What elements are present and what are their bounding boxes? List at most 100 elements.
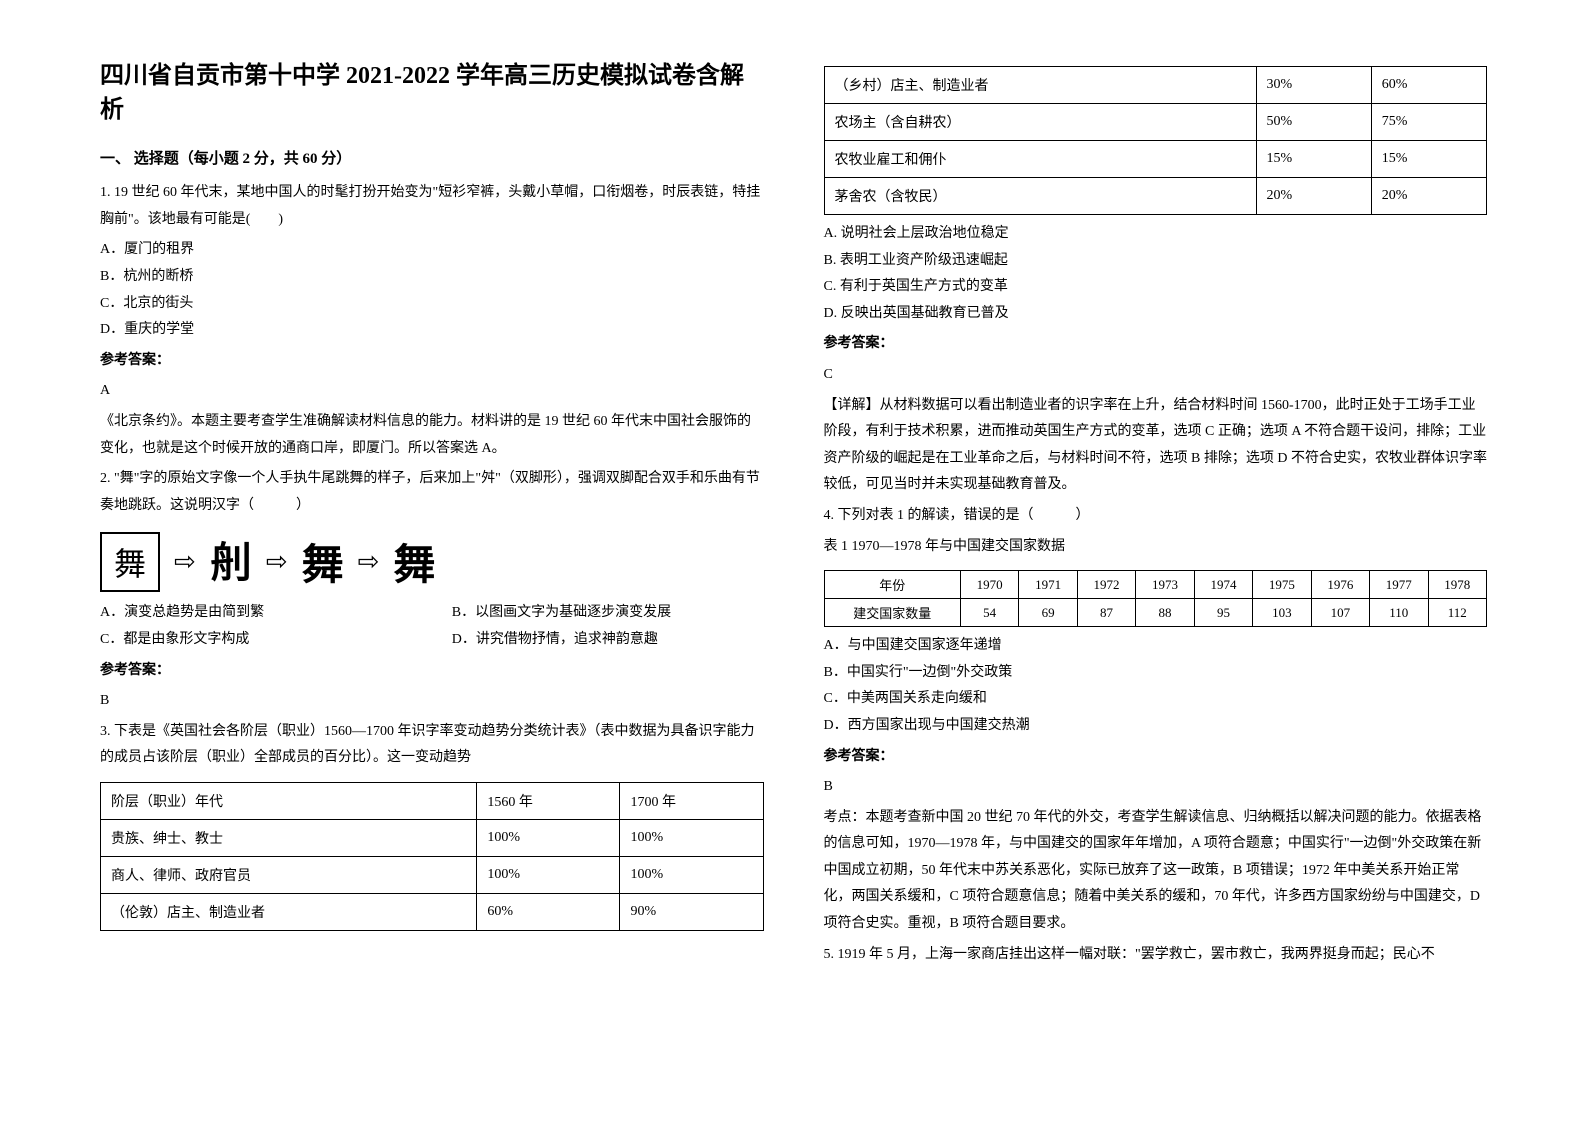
- td: 20%: [1256, 178, 1371, 215]
- table-row: （伦敦）店主、制造业者 60% 90%: [101, 893, 764, 930]
- q4-choice-c: C．中美两国关系走向缓和: [824, 686, 1488, 713]
- td: 100%: [620, 856, 763, 893]
- glyph-evolution-row: 舞 ⇨ 𦨉 ⇨ 舞 ⇨ 舞: [100, 531, 764, 592]
- th: 1976: [1311, 571, 1369, 599]
- q1-explain: 《北京条约》。本题主要考查学生准确解读材料信息的能力。材料讲的是 19 世纪 6…: [100, 409, 764, 462]
- td: 15%: [1371, 141, 1486, 178]
- td: 107: [1311, 599, 1369, 627]
- q1-answer-label: 参考答案：: [100, 348, 764, 375]
- td: 商人、律师、政府官员: [101, 856, 477, 893]
- q3-answer-label: 参考答案：: [824, 331, 1488, 358]
- table-header-row: 年份 1970 1971 1972 1973 1974 1975 1976 19…: [824, 571, 1487, 599]
- th: 1978: [1428, 571, 1486, 599]
- td: 100%: [477, 819, 620, 856]
- q2-choice-b: B．以图画文字为基础逐步演变发展: [452, 600, 764, 627]
- q2-answer: B: [100, 688, 764, 715]
- q1-choice-a: A．厦门的租界: [100, 237, 764, 264]
- td: 60%: [477, 893, 620, 930]
- th: 1974: [1194, 571, 1252, 599]
- td: （伦敦）店主、制造业者: [101, 893, 477, 930]
- q2-answer-label: 参考答案：: [100, 658, 764, 685]
- td: 112: [1428, 599, 1486, 627]
- arrow-icon: ⇨: [358, 547, 380, 577]
- td: 87: [1077, 599, 1135, 627]
- td: 30%: [1256, 67, 1371, 104]
- td: 农场主（含自耕农）: [824, 104, 1256, 141]
- td: 100%: [477, 856, 620, 893]
- q4-choice-b: B．中国实行"一边倒"外交政策: [824, 660, 1488, 687]
- glyph-3: 舞: [302, 531, 344, 592]
- q1-choice-b: B．杭州的断桥: [100, 264, 764, 291]
- table-row: 贵族、绅士、教士 100% 100%: [101, 819, 764, 856]
- th: 1975: [1253, 571, 1311, 599]
- q3-stem: 3. 下表是《英国社会各阶层（职业）1560—1700 年识字率变动趋势分类统计…: [100, 719, 764, 772]
- th: 阶层（职业）年代: [101, 782, 477, 819]
- td: 95: [1194, 599, 1252, 627]
- q3-choice-c: C. 有利于英国生产方式的变革: [824, 274, 1488, 301]
- td: （乡村）店主、制造业者: [824, 67, 1256, 104]
- td: 75%: [1371, 104, 1486, 141]
- page-title: 四川省自贡市第十中学 2021-2022 学年高三历史模拟试卷含解析: [100, 60, 764, 127]
- q2-choice-a: A．演变总趋势是由简到繁: [100, 600, 412, 627]
- th: 1560 年: [477, 782, 620, 819]
- left-column: 四川省自贡市第十中学 2021-2022 学年高三历史模拟试卷含解析 一、 选择…: [100, 60, 764, 1062]
- right-column: （乡村）店主、制造业者 30% 60% 农场主（含自耕农） 50% 75% 农牧…: [824, 60, 1488, 1062]
- td: 15%: [1256, 141, 1371, 178]
- td: 60%: [1371, 67, 1486, 104]
- glyph-4: 舞: [393, 531, 435, 592]
- td: 103: [1253, 599, 1311, 627]
- q3-table-continued: （乡村）店主、制造业者 30% 60% 农场主（含自耕农） 50% 75% 农牧…: [824, 66, 1488, 215]
- td: 农牧业雇工和佣仆: [824, 141, 1256, 178]
- th: 1977: [1370, 571, 1428, 599]
- td: 54: [960, 599, 1018, 627]
- glyph-2: 𦨉: [210, 536, 252, 588]
- q5-stem: 5. 1919 年 5 月，上海一家商店挂出这样一幅对联："罢学救亡，罢市救亡，…: [824, 942, 1488, 969]
- th: 1973: [1136, 571, 1194, 599]
- q4-choice-d: D．西方国家出现与中国建交热潮: [824, 713, 1488, 740]
- glyph-1-char: 舞: [114, 539, 146, 585]
- arrow-icon: ⇨: [266, 547, 288, 577]
- th: 年份: [824, 571, 960, 599]
- q4-table: 年份 1970 1971 1972 1973 1974 1975 1976 19…: [824, 570, 1488, 627]
- q2-choice-c: C．都是由象形文字构成: [100, 627, 412, 654]
- q4-choice-a: A．与中国建交国家逐年递增: [824, 633, 1488, 660]
- th: 1971: [1019, 571, 1077, 599]
- td: 50%: [1256, 104, 1371, 141]
- td: 88: [1136, 599, 1194, 627]
- table-header-row: 阶层（职业）年代 1560 年 1700 年: [101, 782, 764, 819]
- q4-explain: 考点：本题考查新中国 20 世纪 70 年代的外交，考查学生解读信息、归纳概括以…: [824, 805, 1488, 938]
- q3-choice-b: B. 表明工业资产阶级迅速崛起: [824, 248, 1488, 275]
- td: 110: [1370, 599, 1428, 627]
- q1-choice-c: C．北京的街头: [100, 291, 764, 318]
- q4-subtitle: 表 1 1970—1978 年与中国建交国家数据: [824, 534, 1488, 561]
- td: 69: [1019, 599, 1077, 627]
- arrow-icon: ⇨: [174, 547, 196, 577]
- glyph-1: 舞: [100, 532, 160, 592]
- q3-table: 阶层（职业）年代 1560 年 1700 年 贵族、绅士、教士 100% 100…: [100, 782, 764, 931]
- q4-answer: B: [824, 774, 1488, 801]
- q3-explain: 【详解】从材料数据可以看出制造业者的识字率在上升，结合材料时间 1560-170…: [824, 393, 1488, 499]
- table-row: 农场主（含自耕农） 50% 75%: [824, 104, 1487, 141]
- td: 建交国家数量: [824, 599, 960, 627]
- th: 1700 年: [620, 782, 763, 819]
- q2-choice-d: D．讲究借物抒情，追求神韵意趣: [452, 627, 764, 654]
- q4-stem: 4. 下列对表 1 的解读，错误的是（ ）: [824, 503, 1488, 530]
- table-row: 农牧业雇工和佣仆 15% 15%: [824, 141, 1487, 178]
- table-row: 茅舍农（含牧民） 20% 20%: [824, 178, 1487, 215]
- q1-answer: A: [100, 378, 764, 405]
- td: 20%: [1371, 178, 1486, 215]
- table-row: （乡村）店主、制造业者 30% 60%: [824, 67, 1487, 104]
- q3-choice-a: A. 说明社会上层政治地位稳定: [824, 221, 1488, 248]
- q2-stem: 2. "舞"字的原始文字像一个人手执牛尾跳舞的样子，后来加上"舛"（双脚形），强…: [100, 466, 764, 519]
- td: 90%: [620, 893, 763, 930]
- table-row: 商人、律师、政府官员 100% 100%: [101, 856, 764, 893]
- th: 1970: [960, 571, 1018, 599]
- td: 贵族、绅士、教士: [101, 819, 477, 856]
- q3-answer: C: [824, 362, 1488, 389]
- table-row: 建交国家数量 54 69 87 88 95 103 107 110 112: [824, 599, 1487, 627]
- td: 茅舍农（含牧民）: [824, 178, 1256, 215]
- td: 100%: [620, 819, 763, 856]
- th: 1972: [1077, 571, 1135, 599]
- section-heading: 一、 选择题（每小题 2 分，共 60 分）: [100, 147, 764, 168]
- q1-stem: 1. 19 世纪 60 年代末，某地中国人的时髦打扮开始变为"短衫窄裤，头戴小草…: [100, 180, 764, 233]
